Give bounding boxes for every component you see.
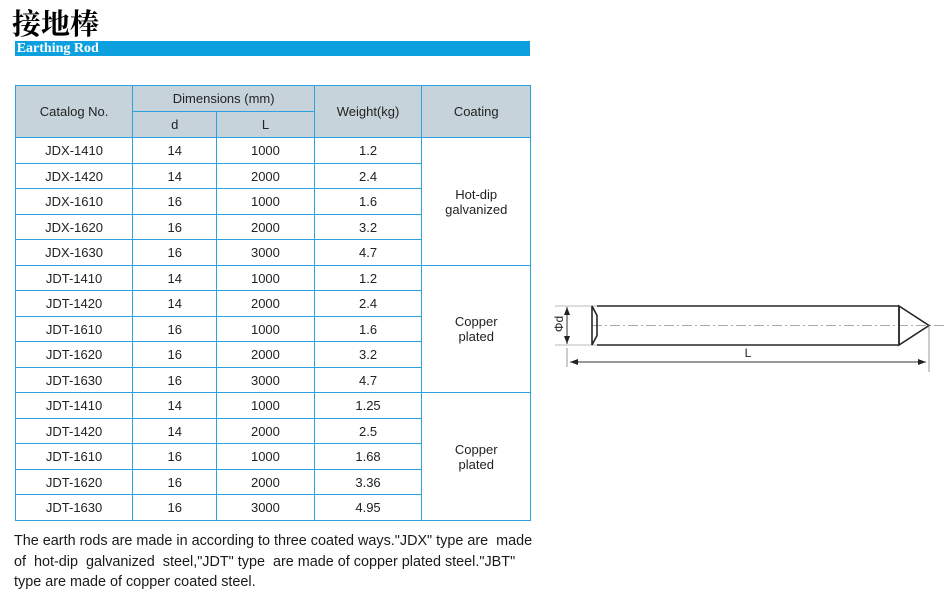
svg-text:L: L (745, 346, 752, 360)
